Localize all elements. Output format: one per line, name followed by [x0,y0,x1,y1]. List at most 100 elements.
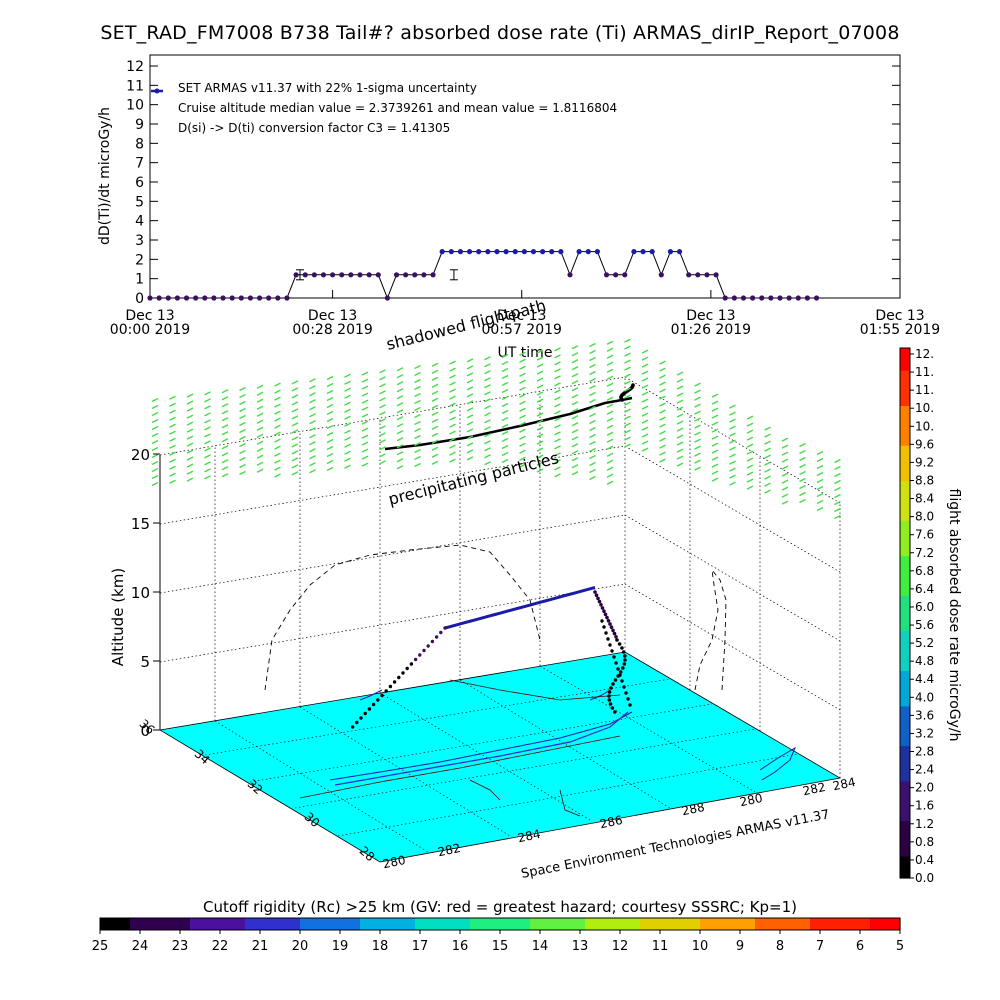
rigidity-tick-label: 13 [572,939,589,954]
precip-mark [256,454,264,459]
precip-mark [186,477,194,482]
precip-mark [414,413,421,419]
colorbar-cell [900,648,910,654]
precip-mark [781,486,789,491]
rigidity-cell [660,918,666,930]
path-marker [610,706,615,710]
rigidity-tick-label: 8 [776,939,784,954]
colorbar-tick-label: 1.2 [915,817,934,831]
rigidity-tick-label: 7 [816,939,824,954]
z-tick-label: 15 [131,515,150,533]
y-tick-label: 4 [135,214,144,230]
lon-tick-label: 280 [739,791,764,809]
precip-mark [186,449,194,454]
colorbar-cell [900,758,910,764]
precip-mark [431,439,439,444]
precip-mark [746,415,754,420]
rigidity-cell [795,918,801,930]
precip-mark [536,447,544,452]
precip-mark [484,426,491,431]
lat-tick-label: 34 [192,747,213,768]
rigidity-cell [870,918,876,930]
rigidity-cell [680,918,686,930]
precip-mark [659,374,666,379]
precip-mark [151,460,159,466]
precip-mark [449,423,456,428]
precip-mark [816,464,824,470]
colorbar-cell [900,436,910,442]
precip-mark [344,422,351,427]
precip-mark [361,434,369,439]
precip-mark [239,449,246,455]
rigidity-frame [99,917,901,931]
colorbar-cell [900,617,910,623]
precip-mark [694,389,701,394]
shadow-marker [619,395,623,399]
path-marker [612,655,616,659]
rigidity-cell [305,918,311,930]
flight-ground-track [334,711,629,786]
precip-mark [746,485,754,490]
precip-mark [589,447,596,453]
colorbar-cell [900,688,910,694]
precip-mark [309,378,316,383]
path-marker [608,702,613,706]
rigidity-cell [875,918,881,930]
precip-mark [274,466,281,471]
precip-mark [379,418,386,423]
data-point [476,249,482,255]
precip-mark [641,412,649,417]
colorbar-cell [900,789,910,795]
precip-mark [711,428,719,433]
precip-mark [309,406,316,411]
rigidity-cell [280,918,286,930]
colorbar-cell [900,710,910,716]
precip-mark [484,384,491,389]
precip-mark [764,433,771,438]
state-borders [299,679,621,817]
colorbar-cell [900,529,910,535]
rigidity-cell [785,918,791,930]
path-marker [624,691,628,695]
rigidity-cell [515,918,521,930]
precip-mark [519,393,526,398]
rigidity-cell [675,918,681,930]
colorbar-tick-label: 3.6 [915,708,934,722]
rigidity-cell [355,918,361,930]
data-point [457,249,464,255]
data-point [540,249,546,255]
lat-tick-label: 28 [357,844,378,865]
shadow-marker [621,392,625,396]
colorbar-cell [900,679,910,685]
x-tick-label-date: Dec 13 [497,308,546,324]
precip-mark [344,387,351,392]
precip-mark [554,431,561,436]
precip-mark [379,376,386,381]
precip-mark [204,475,211,480]
precip-mark [361,427,369,432]
precip-mark [396,381,404,386]
precip-mark [379,446,386,451]
precip-mark [624,436,631,441]
precip-mark [589,475,596,481]
precip-mark [746,457,754,462]
data-point [613,272,619,278]
path-marker [371,702,376,707]
precip-mark [606,410,614,415]
data-point [530,249,537,255]
shadow-marker [631,384,635,388]
data-point [302,272,308,278]
precip-mark [186,463,194,468]
colorbar-cell [900,732,910,738]
rigidity-tick-label: 17 [412,939,429,954]
path-marker [363,711,367,716]
precip-mark [291,380,299,385]
rigidity-cell [140,918,146,930]
colorbar-cell [900,763,910,769]
colorbar-cell [900,555,910,561]
legend-entry-conversion: D(si) -> D(ti) conversion factor C3 = 1.… [178,121,450,135]
rigidity-cell [840,918,846,930]
precip-mark [256,398,264,403]
precip-mark [344,373,351,378]
colorbar-cell [900,736,910,742]
